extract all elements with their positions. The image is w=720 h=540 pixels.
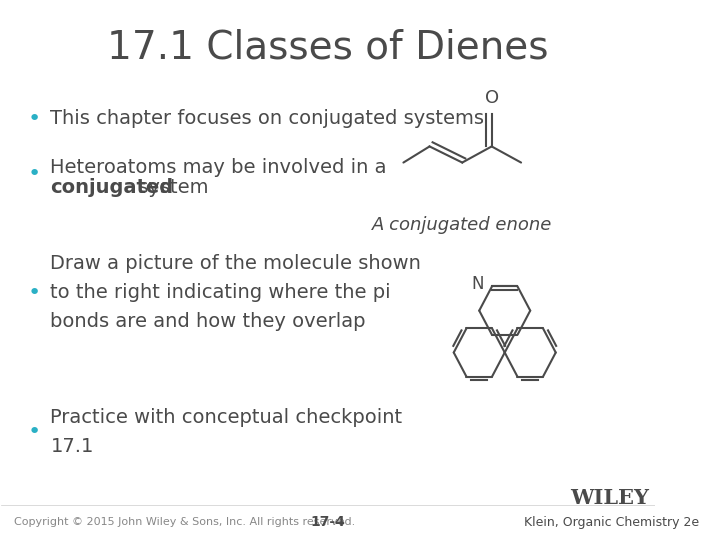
Text: Draw a picture of the molecule shown
to the right indicating where the pi
bonds : Draw a picture of the molecule shown to …	[50, 254, 421, 331]
Text: Practice with conceptual checkpoint
17.1: Practice with conceptual checkpoint 17.1	[50, 408, 402, 456]
Text: Heteroatoms may be involved in a: Heteroatoms may be involved in a	[50, 158, 387, 178]
Text: 17-4: 17-4	[311, 516, 346, 530]
Text: WILEY: WILEY	[570, 488, 649, 508]
Text: O: O	[485, 89, 499, 107]
Text: 17.1 Classes of Dienes: 17.1 Classes of Dienes	[107, 28, 549, 66]
Text: system: system	[132, 178, 209, 197]
Text: A conjugated enone: A conjugated enone	[372, 217, 552, 234]
Text: Klein, Organic Chemistry 2e: Klein, Organic Chemistry 2e	[524, 516, 699, 529]
Text: Copyright © 2015 John Wiley & Sons, Inc. All rights reserved.: Copyright © 2015 John Wiley & Sons, Inc.…	[14, 517, 356, 528]
Text: •: •	[27, 109, 41, 129]
Text: •: •	[27, 164, 41, 184]
Text: •: •	[27, 282, 41, 302]
Text: •: •	[27, 422, 41, 442]
Text: This chapter focuses on conjugated systems: This chapter focuses on conjugated syste…	[50, 109, 485, 128]
Text: N: N	[472, 275, 484, 293]
Text: conjugated: conjugated	[50, 178, 174, 197]
